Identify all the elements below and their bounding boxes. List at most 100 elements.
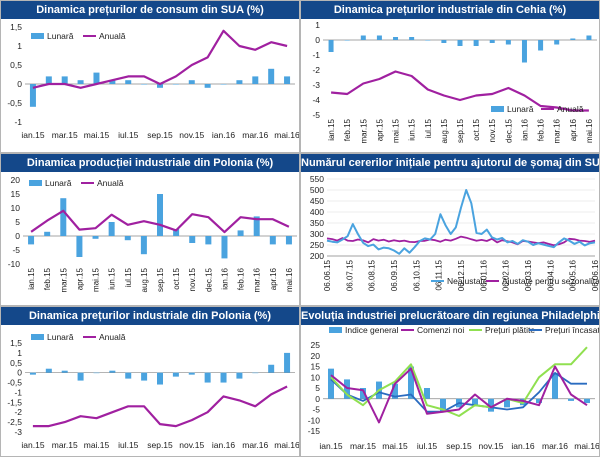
x-tick-label: mar.16 (242, 440, 268, 450)
bar (92, 236, 99, 239)
bar (392, 383, 398, 399)
x-tick-label: apr.15 (75, 267, 84, 290)
chart-title: Dinamica prețurilor industriale din Cehi… (301, 1, 599, 19)
x-tick-label: sep.15 (147, 440, 173, 450)
x-tick-label: nov.15 (488, 118, 497, 142)
bar (237, 230, 244, 236)
bar (28, 236, 35, 245)
x-tick-label: mar.15 (52, 440, 78, 450)
y-tick-label: -5 (312, 405, 320, 415)
bar (536, 398, 542, 404)
legend-annual: Anuală (557, 104, 584, 114)
chart-ppi-czech: -5 -4 -3 -2 -1 0 1 ian.15 feb.15 mar.15 apr.15 mai.… (312, 20, 597, 143)
bar (360, 388, 366, 399)
y-tick-label: 0,5 (10, 358, 22, 368)
bar (457, 40, 463, 46)
bar (393, 37, 399, 40)
x-tick-label: 06.08.15 (368, 259, 377, 291)
y-tick-label: 0 (17, 79, 22, 89)
y-tick-label: -0,5 (7, 98, 22, 108)
series-line-annual (330, 70, 589, 112)
bar (376, 35, 382, 40)
bar (172, 372, 179, 377)
series-line-annual (32, 385, 288, 428)
x-tick-label: dec.15 (204, 267, 213, 292)
x-tick-label: mar.15 (52, 130, 78, 140)
bar (125, 372, 132, 379)
x-tick-label: ian.16 (212, 440, 235, 450)
x-tick-label: iul.15 (118, 130, 139, 140)
x-tick-label: sep.15 (456, 118, 465, 143)
series-line-prices-paid (330, 346, 588, 417)
bar (268, 364, 275, 373)
series-line-adjusted (326, 235, 596, 247)
bar (584, 398, 590, 404)
bar (268, 68, 275, 84)
x-tick-label: 06.05.16 (569, 259, 578, 291)
x-tick-label: mar.15 (59, 267, 68, 292)
bar (173, 229, 180, 236)
legend-general-index-swatch (329, 327, 342, 333)
bar (204, 372, 211, 383)
legend-monthly-swatch (491, 106, 504, 112)
chart-panel-jobless-claims-usa: Numărul cererilor inițiale pentru ajutor… (300, 153, 600, 306)
y-tick-label: 1,5 (10, 22, 22, 32)
x-tick-label: mar.16 (242, 130, 268, 140)
chart-cpi-usa: -1 -0,5 0 0,5 1 1,5 ian.15 mar.15 mai.15 iul.15 se… (7, 22, 299, 140)
y-tick-label: 500 (310, 185, 324, 195)
bar (205, 236, 212, 245)
series-line-unadjusted (326, 189, 596, 255)
bar (284, 76, 291, 84)
x-tick-label: iul.15 (118, 440, 139, 450)
x-tick-label: mai.16 (574, 441, 599, 451)
bar (44, 231, 51, 236)
series-line-new-orders (330, 365, 588, 424)
x-tick-label: 06.01.16 (479, 259, 488, 291)
x-tick-label: mai.15 (92, 267, 101, 292)
x-tick-label: 06.03.16 (524, 259, 533, 291)
chart-title: Numărul cererilor inițiale pentru ajutor… (301, 154, 599, 172)
bar (189, 236, 196, 243)
bar (140, 236, 147, 255)
bar (93, 72, 100, 84)
chart-panel-industrial-production-poland: Dinamica producției industriale din Polo… (0, 153, 300, 306)
x-tick-label: mai.16 (274, 440, 299, 450)
bar (61, 370, 68, 373)
bar (188, 80, 195, 84)
x-tick-label: 06.06.16 (591, 259, 599, 291)
chart-title: Dinamica prețurilor industriale din Polo… (1, 307, 299, 325)
x-tick-label: iun.15 (108, 267, 117, 289)
bar (188, 372, 195, 375)
chart-title: Dinamica producției industriale din Polo… (1, 154, 299, 172)
bar (552, 372, 558, 399)
x-tick-label: mar.16 (542, 441, 568, 451)
legend-unadjusted: Neajustate (447, 276, 488, 286)
chart-title: Dinamica prețurilor de consum din SUA (%… (1, 1, 299, 19)
y-tick-label: 400 (310, 207, 324, 217)
x-tick-label: 06.09.15 (390, 259, 399, 291)
x-tick-label: ian.16 (212, 130, 235, 140)
bar (425, 40, 431, 41)
x-tick-label: sep.15 (147, 130, 173, 140)
bar (538, 40, 544, 51)
bar (253, 216, 260, 236)
x-tick-label: feb.15 (343, 118, 352, 141)
bar (124, 236, 131, 241)
y-tick-label: 15 (11, 189, 21, 199)
x-tick-label: 06.02.16 (502, 259, 511, 291)
chart-industrial-production-poland: -10 -5 0 5 10 15 20 ian.15 feb.15 mar.15 apr.15 mai… (8, 175, 297, 292)
y-tick-label: 450 (310, 196, 324, 206)
bar (108, 222, 115, 236)
bar (328, 368, 334, 399)
x-tick-label: iun.15 (408, 118, 417, 140)
x-tick-label: 06.07.15 (345, 259, 354, 291)
legend-monthly: Lunară (507, 104, 534, 114)
bar (344, 379, 350, 399)
chart-panel-ppi-poland: Dinamica prețurilor industriale din Polo… (0, 306, 300, 457)
y-tick-label: 20 (11, 175, 21, 185)
legend-annual: Anuală (99, 31, 126, 41)
y-tick-label: -10 (8, 259, 21, 269)
bar (252, 372, 259, 374)
bar (328, 40, 334, 52)
